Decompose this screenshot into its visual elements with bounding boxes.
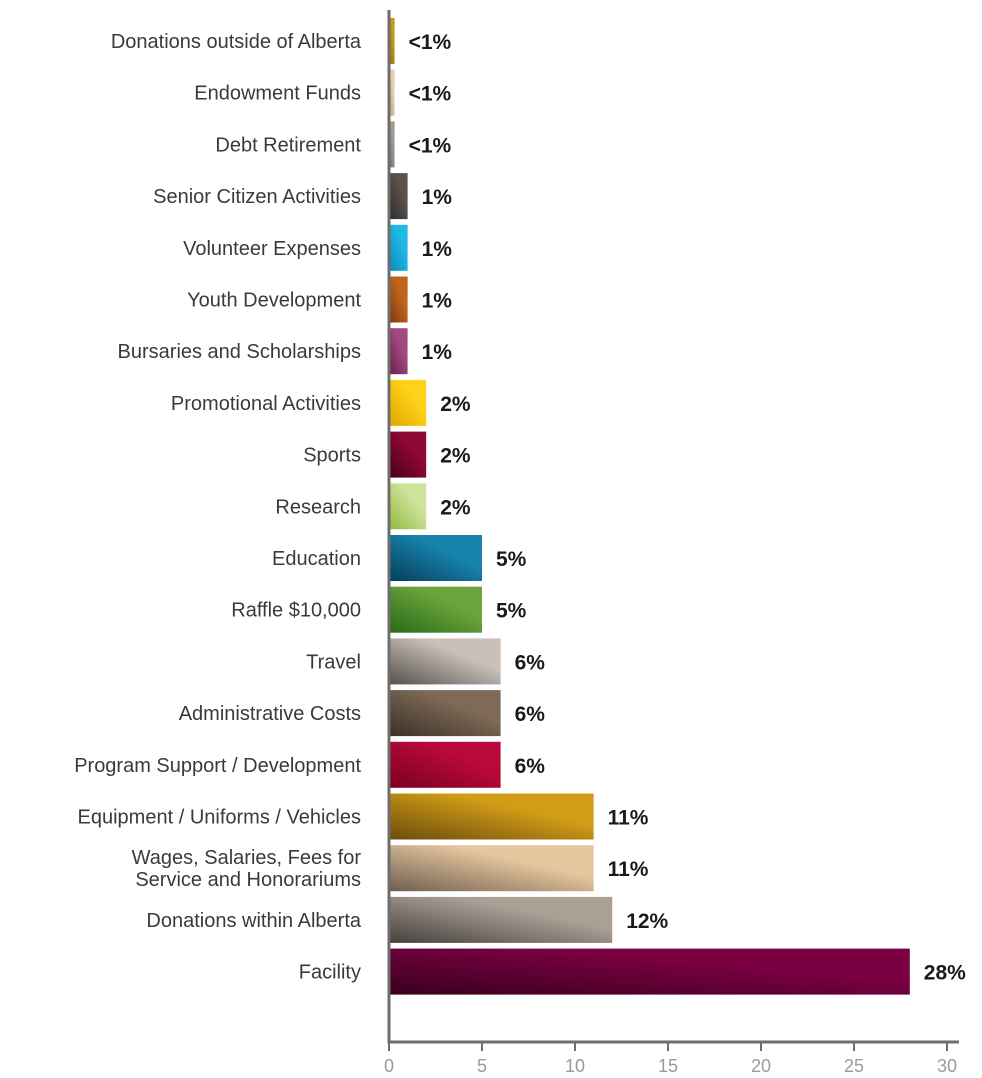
bar-5 [389, 276, 408, 323]
category-label: Sports [303, 445, 361, 467]
value-label: 1% [422, 341, 453, 364]
value-label: 5% [496, 600, 527, 623]
x-tick-label: 20 [751, 1056, 771, 1076]
bar-12 [389, 638, 501, 685]
x-tick-label: 0 [384, 1056, 394, 1076]
value-label: <1% [409, 31, 452, 54]
value-label: 28% [924, 962, 966, 985]
value-label: <1% [409, 134, 452, 157]
category-label: Endowment Funds [194, 83, 361, 105]
bar-4 [389, 224, 408, 271]
bar-6 [389, 328, 408, 375]
bar-7 [389, 379, 427, 426]
category-label: Education [272, 548, 361, 570]
value-label: 1% [422, 290, 453, 313]
x-tick-label: 5 [477, 1056, 487, 1076]
axes: 0 5 10 15 20 25 30 [384, 10, 959, 1076]
category-label: Debt Retirement [215, 134, 361, 156]
category-label: Administrative Costs [179, 703, 361, 725]
category-label: Senior Citizen Activities [153, 186, 361, 208]
value-label: 12% [626, 910, 668, 933]
bar-14 [389, 741, 501, 788]
value-label: 11% [608, 858, 649, 881]
value-label: <1% [409, 83, 452, 106]
category-label: Research [275, 496, 361, 518]
bar-18 [389, 948, 910, 995]
value-label: 11% [608, 807, 649, 830]
category-label: Bursaries and Scholarships [118, 341, 361, 363]
bar-8 [389, 431, 427, 478]
bar-10 [389, 535, 482, 581]
x-tick-label: 10 [565, 1056, 585, 1076]
bar-2 [389, 121, 395, 168]
bars-layer [389, 18, 910, 995]
bar-9 [389, 483, 427, 530]
bar-13 [389, 690, 501, 737]
category-label: Raffle $10,000 [231, 600, 361, 622]
value-label: 6% [515, 755, 546, 778]
category-label: Program Support / Development [74, 755, 361, 777]
bar-15 [389, 793, 594, 840]
category-label: Equipment / Uniforms / Vehicles [78, 807, 361, 829]
x-tick-label: 15 [658, 1056, 678, 1076]
value-label: 2% [440, 445, 471, 468]
category-label: Wages, Salaries, Fees for Service and Hon… [132, 847, 362, 891]
category-label: Promotional Activities [171, 393, 361, 415]
category-label: Youth Development [187, 290, 361, 312]
value-label: 5% [496, 548, 527, 571]
x-tick-label: 30 [937, 1056, 957, 1076]
value-label: 1% [422, 186, 453, 209]
category-label: Volunteer Expenses [183, 238, 361, 260]
bar-11 [389, 586, 482, 633]
value-label: 6% [515, 651, 546, 674]
x-tick-label: 25 [844, 1056, 864, 1076]
value-label: 1% [422, 238, 453, 261]
bar-3 [389, 173, 408, 220]
bar-17 [389, 896, 613, 943]
category-labels: Donations outside of Alberta Endowment Fu… [74, 31, 362, 984]
value-label: 2% [440, 393, 471, 416]
category-label: Donations within Alberta [146, 910, 361, 932]
category-label: Travel [306, 651, 361, 673]
bar-0 [389, 18, 395, 64]
value-label: 6% [515, 703, 546, 726]
bar-16 [389, 845, 594, 892]
category-label: Facility [299, 962, 361, 984]
category-label: Donations outside of Alberta [111, 31, 362, 53]
bar-1 [389, 69, 395, 116]
value-label: 2% [440, 496, 471, 519]
value-labels: <1% <1% <1% 1% 1% 1% 1% 2% 2% 2% 5% 5% 6% 6% 6% 11% 11% 1… [409, 31, 967, 985]
